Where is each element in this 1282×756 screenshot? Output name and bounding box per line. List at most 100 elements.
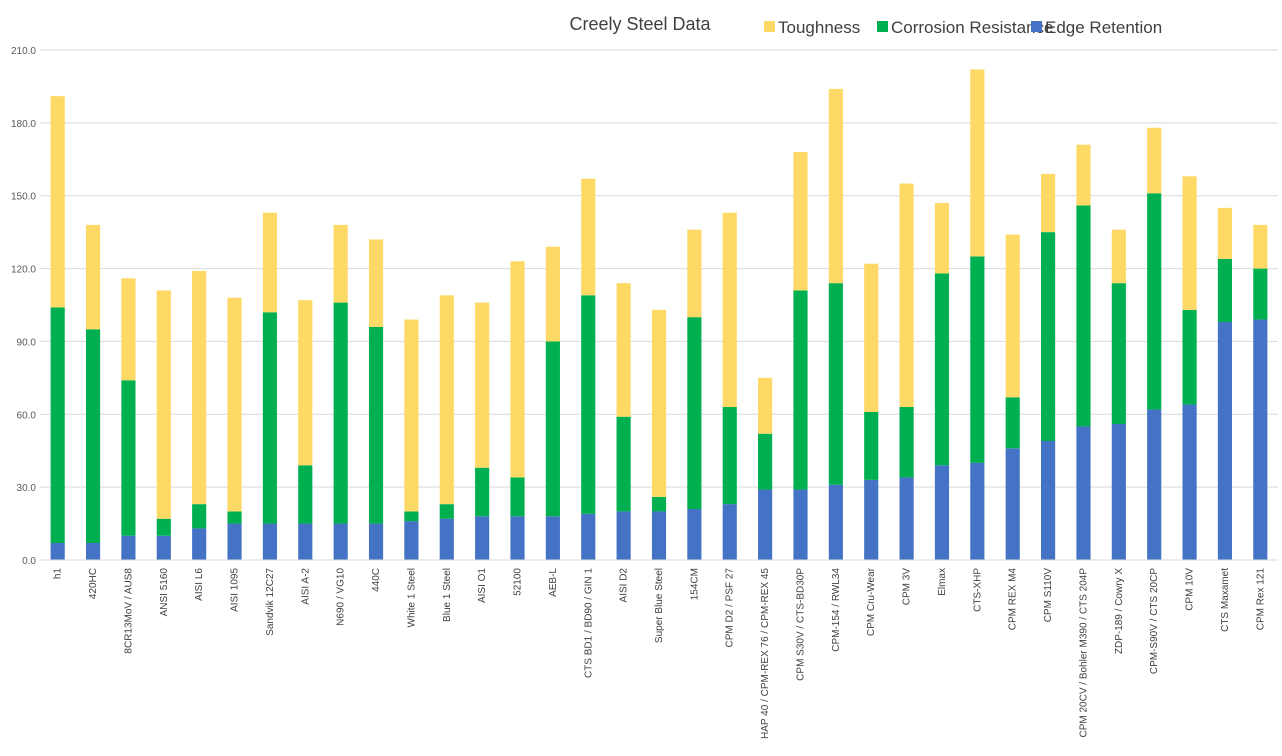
bar-toughness <box>864 263 879 412</box>
legend-swatch-corrosion-resistance <box>877 21 888 32</box>
bar-toughness <box>333 224 348 303</box>
bar-edge-retention <box>1147 409 1162 560</box>
bar-toughness <box>616 283 631 417</box>
x-tick-label: AISI 1095 <box>230 568 241 612</box>
legend-label: Edge Retention <box>1045 18 1162 37</box>
bar-toughness <box>192 271 207 505</box>
y-tick-label: 30.0 <box>17 483 37 494</box>
bar-corrosion-resistance <box>545 341 560 517</box>
bar-corrosion-resistance <box>50 307 65 543</box>
bar-corrosion-resistance <box>298 465 313 524</box>
bar-toughness <box>510 261 525 478</box>
x-tick-label: 440C <box>371 568 382 592</box>
bar-toughness <box>1005 234 1020 398</box>
bar-toughness <box>298 300 313 466</box>
x-tick-label: CPM 3V <box>902 568 913 606</box>
bar-toughness <box>545 246 560 342</box>
bar-edge-retention <box>864 479 879 560</box>
x-tick-label: 154CM <box>689 568 700 600</box>
bar-edge-retention <box>687 509 702 560</box>
bar-toughness <box>581 178 596 296</box>
bar-corrosion-resistance <box>368 326 384 524</box>
bar-edge-retention <box>404 521 419 560</box>
bar-edge-retention <box>1076 426 1091 560</box>
bar-toughness <box>722 212 737 407</box>
bar-toughness <box>262 212 277 313</box>
x-tick-label: Blue 1 Steel <box>442 568 453 622</box>
bar-edge-retention <box>1005 448 1020 560</box>
bar-corrosion-resistance <box>616 416 631 512</box>
y-tick-label: 90.0 <box>17 337 37 348</box>
bar-corrosion-resistance <box>1182 309 1197 405</box>
bar-corrosion-resistance <box>85 329 101 543</box>
bar-edge-retention <box>934 465 950 560</box>
x-axis-labels: h1 420HC 8CR13MoV / AUS8 ANSI 5160 AISI L6 AI… <box>53 567 1267 739</box>
bar-corrosion-resistance <box>475 467 490 517</box>
bar-toughness <box>404 319 419 512</box>
bar-edge-retention <box>1217 322 1233 560</box>
y-tick-label: 180.0 <box>11 119 36 130</box>
x-tick-label: CPM 10V <box>1185 568 1196 611</box>
bar-edge-retention <box>1041 441 1056 560</box>
chart-title: Creely Steel Data <box>569 14 711 34</box>
bar-edge-retention <box>156 535 171 560</box>
bar-corrosion-resistance <box>1041 232 1056 441</box>
bar-toughness <box>793 152 808 291</box>
x-tick-label: CPM D2 / PSF 27 <box>725 568 736 648</box>
x-tick-label: Super Blue Steel <box>654 568 665 643</box>
x-tick-label: HAP 40 / CPM-REX 76 / CPM-REX 45 <box>760 568 771 739</box>
bar-edge-retention <box>227 523 242 560</box>
bar-corrosion-resistance <box>1147 193 1162 410</box>
bar-corrosion-resistance <box>192 504 207 529</box>
x-tick-label: CPM REX M4 <box>1008 568 1019 631</box>
y-tick-label: 150.0 <box>11 192 36 203</box>
x-tick-label: AISI O1 <box>477 568 488 603</box>
bar-corrosion-resistance <box>722 407 737 505</box>
y-axis-ticks: 0.0 30.0 60.0 90.0 120.0 150.0 180.0 210.0 <box>11 46 36 567</box>
bar-corrosion-resistance <box>121 380 136 536</box>
bar-edge-retention <box>475 516 490 560</box>
x-tick-label: ZDP-189 / Cowry X <box>1114 568 1125 654</box>
x-tick-label: CTS BD1 / BD90 / GIN 1 <box>583 568 594 678</box>
bar-corrosion-resistance <box>227 511 242 524</box>
bar-corrosion-resistance <box>687 317 702 509</box>
x-tick-label: Elmax <box>937 568 948 596</box>
bar-edge-retention <box>85 543 101 560</box>
bar-edge-retention <box>262 523 277 560</box>
bar-corrosion-resistance <box>793 290 808 490</box>
bar-edge-retention <box>545 516 560 560</box>
bar-edge-retention <box>828 484 843 560</box>
bar-toughness <box>934 203 950 274</box>
bar-edge-retention <box>899 477 914 560</box>
bar-corrosion-resistance <box>1217 258 1233 322</box>
x-tick-label: N690 / VG10 <box>336 568 347 626</box>
bar-corrosion-resistance <box>1076 205 1091 427</box>
bar-toughness <box>121 278 136 381</box>
x-tick-label: CTS Maxamet <box>1220 568 1231 632</box>
legend-label: Corrosion Resistance <box>891 18 1054 37</box>
bar-toughness <box>828 88 843 284</box>
bar-corrosion-resistance <box>970 256 985 463</box>
bar-edge-retention <box>298 523 313 560</box>
bar-corrosion-resistance <box>581 295 596 514</box>
bar-edge-retention <box>192 528 207 560</box>
x-tick-label: 8CR13MoV / AUS8 <box>123 568 134 654</box>
bar-toughness <box>1076 144 1091 206</box>
bar-corrosion-resistance <box>934 273 950 466</box>
x-tick-label: Sandvik 12C27 <box>265 568 276 636</box>
bar-toughness <box>758 377 773 434</box>
bar-edge-retention <box>510 516 525 560</box>
x-tick-label: AISI A-2 <box>300 568 311 605</box>
bar-toughness <box>651 309 667 497</box>
bar-toughness <box>1147 127 1162 194</box>
x-tick-label: 52100 <box>513 568 524 596</box>
bar-corrosion-resistance <box>899 407 914 478</box>
bar-toughness <box>899 183 914 407</box>
bar-edge-retention <box>439 518 454 560</box>
bar-toughness <box>1111 229 1126 284</box>
bar-toughness <box>85 224 101 330</box>
bar-corrosion-resistance <box>404 511 419 522</box>
bar-toughness <box>1217 207 1233 259</box>
bar-corrosion-resistance <box>1253 268 1268 320</box>
